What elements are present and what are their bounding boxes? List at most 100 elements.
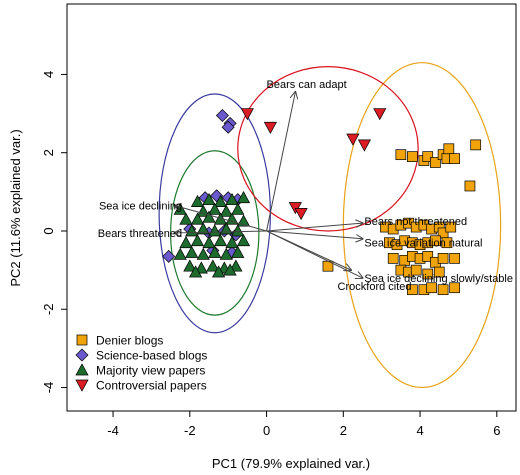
point-2-25 <box>236 234 251 247</box>
x-axis-label: PC1 (79.9% explained var.) <box>212 456 370 471</box>
legend-marker-3 <box>75 379 89 392</box>
point-0-30 <box>387 253 399 264</box>
legend-label-0: Denier blogs <box>96 334 163 348</box>
point-3-4 <box>373 108 387 121</box>
legend-label-1: Science-based blogs <box>96 349 207 363</box>
point-3-2 <box>346 133 360 146</box>
point-0-4 <box>430 157 441 168</box>
point-2-21 <box>190 234 205 247</box>
point-0-28 <box>430 235 441 247</box>
point-0-29 <box>441 237 453 249</box>
y-tick-label-2: 0 <box>41 227 56 234</box>
point-3-1 <box>263 121 277 135</box>
loadings-layer: Bears can adapt Sea ice declining Bears th… <box>98 79 513 293</box>
point-2-5 <box>196 204 210 217</box>
point-2-16 <box>196 222 210 235</box>
points-layer <box>162 108 482 296</box>
point-2-40 <box>173 247 187 260</box>
point-0-37 <box>449 253 460 264</box>
loading-label-4: Sea ice variation natural <box>364 238 482 250</box>
point-0-8 <box>449 153 460 164</box>
point-2-8 <box>231 202 245 215</box>
point-0-41 <box>422 268 434 280</box>
point-2-36 <box>188 265 203 278</box>
loading-label-1: Sea ice declining <box>99 201 182 213</box>
point-2-22 <box>202 235 216 249</box>
point-3-6 <box>294 208 308 221</box>
point-2-31 <box>183 259 197 272</box>
point-0-46 <box>437 284 449 296</box>
legend-label-3: Controversial papers <box>96 379 207 393</box>
point-0-43 <box>407 284 418 296</box>
y-axis-label: PC2 (11.6% explained var.) <box>8 129 23 286</box>
confidence-ellipse-2 <box>170 150 260 316</box>
loading-arrow-3 <box>266 223 363 232</box>
point-2-29 <box>219 247 233 260</box>
point-2-10 <box>190 212 205 225</box>
loading-arrow-0 <box>266 92 296 232</box>
point-2-23 <box>213 234 228 247</box>
x-axis: -4 -2 0 2 4 6 <box>107 410 500 438</box>
loading-arrow-1 <box>174 206 267 232</box>
x-tick-label-2: 0 <box>263 423 270 438</box>
legend-marker-0 <box>76 334 88 346</box>
point-2-30 <box>231 245 245 258</box>
point-1-0 <box>215 109 229 123</box>
point-2-13 <box>225 212 239 225</box>
point-2-28 <box>208 245 222 258</box>
legend-marker-1 <box>75 348 89 362</box>
loading-label-0: Bears can adapt <box>267 79 347 91</box>
point-0-34 <box>422 251 434 262</box>
x-tick-label-1: -2 <box>184 423 196 438</box>
loading-arrow-6 <box>266 230 351 270</box>
point-1-3 <box>162 249 176 263</box>
point-2-11 <box>202 210 216 223</box>
y-tick-label-1: -2 <box>41 303 56 315</box>
point-2-6 <box>208 202 222 215</box>
point-2-7 <box>219 204 233 217</box>
loading-arrow-4 <box>266 230 363 239</box>
point-0-7 <box>443 143 455 155</box>
x-tick-label-4: 4 <box>416 423 423 438</box>
confidence-ellipse-3 <box>237 66 419 232</box>
loading-label-3: Bears not threatened <box>364 216 467 228</box>
y-tick-label-0: -4 <box>41 382 56 394</box>
legend-label-2: Majority view papers <box>96 364 205 378</box>
point-0-9 <box>470 139 482 151</box>
x-tick-label-3: 2 <box>340 423 347 438</box>
y-tick-label-4: 4 <box>41 71 56 78</box>
point-3-0 <box>240 108 254 121</box>
point-0-40 <box>410 264 422 276</box>
point-0-0 <box>395 149 407 161</box>
point-0-42 <box>433 266 445 278</box>
point-0-45 <box>426 282 437 294</box>
point-2-38 <box>223 263 237 276</box>
point-2-1 <box>202 192 216 206</box>
point-2-3 <box>225 192 239 206</box>
point-2-15 <box>185 224 199 237</box>
point-2-19 <box>231 224 245 237</box>
point-2-0 <box>190 194 205 207</box>
x-tick-label-0: -4 <box>107 423 119 438</box>
point-0-36 <box>437 253 449 264</box>
loading-arrow-2 <box>174 231 267 233</box>
x-tick-label-5: 6 <box>493 423 500 438</box>
legend-marker-2 <box>75 363 89 376</box>
point-2-20 <box>179 235 193 249</box>
point-2-17 <box>208 224 222 237</box>
point-2-2 <box>213 194 228 207</box>
point-2-37 <box>211 265 226 278</box>
point-0-21 <box>445 221 457 233</box>
point-2-24 <box>225 235 239 249</box>
point-1-2 <box>221 120 235 134</box>
point-2-26 <box>185 245 199 258</box>
point-0-47 <box>449 282 460 294</box>
point-0-3 <box>422 151 434 162</box>
point-3-5 <box>288 202 302 215</box>
loading-label-5: Sea ice declining slowly/stable <box>364 273 513 285</box>
point-2-27 <box>196 247 210 260</box>
point-2-9 <box>179 212 193 225</box>
loading-label-6: Crockford cited <box>338 281 412 293</box>
